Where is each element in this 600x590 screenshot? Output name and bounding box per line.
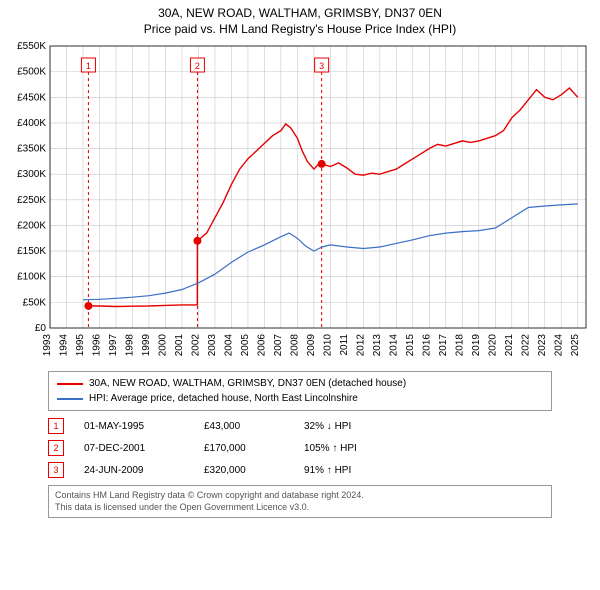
- footer-line1: Contains HM Land Registry data © Crown c…: [55, 490, 545, 502]
- event-hpi-comparison: 105% ↑ HPI: [304, 443, 552, 454]
- legend-label: 30A, NEW ROAD, WALTHAM, GRIMSBY, DN37 0E…: [89, 376, 406, 391]
- svg-text:1995: 1995: [75, 334, 86, 357]
- legend-label: HPI: Average price, detached house, Nort…: [89, 391, 358, 406]
- svg-text:2004: 2004: [223, 334, 234, 357]
- svg-text:2012: 2012: [355, 334, 366, 357]
- svg-text:1: 1: [86, 61, 91, 71]
- svg-text:1993: 1993: [42, 334, 53, 357]
- svg-text:£500K: £500K: [17, 67, 46, 78]
- svg-text:2014: 2014: [388, 334, 399, 357]
- svg-text:£0: £0: [35, 323, 47, 334]
- svg-text:2017: 2017: [438, 334, 449, 357]
- svg-text:£550K: £550K: [17, 42, 46, 52]
- svg-text:2: 2: [195, 61, 200, 71]
- svg-text:2018: 2018: [454, 334, 465, 357]
- svg-text:2025: 2025: [570, 334, 581, 357]
- svg-text:1999: 1999: [141, 334, 152, 357]
- svg-text:2006: 2006: [256, 334, 267, 357]
- svg-text:£400K: £400K: [17, 118, 46, 129]
- svg-text:£250K: £250K: [17, 195, 46, 206]
- event-row: 3 24-JUN-2009 £320,000 91% ↑ HPI: [48, 459, 552, 481]
- legend-row: 30A, NEW ROAD, WALTHAM, GRIMSBY, DN37 0E…: [57, 376, 543, 391]
- svg-text:2001: 2001: [174, 334, 185, 357]
- svg-text:1997: 1997: [108, 334, 119, 357]
- events-table: 1 01-MAY-1995 £43,000 32% ↓ HPI 2 07-DEC-2001…: [48, 415, 552, 481]
- event-date: 01-MAY-1995: [84, 421, 184, 432]
- event-marker-box: 3: [48, 462, 64, 478]
- svg-text:2020: 2020: [487, 334, 498, 357]
- footer-line2: This data is licensed under the Open Gov…: [55, 502, 545, 514]
- event-marker-box: 1: [48, 418, 64, 434]
- svg-text:2019: 2019: [471, 334, 482, 357]
- svg-text:£100K: £100K: [17, 272, 46, 283]
- svg-text:2024: 2024: [553, 334, 564, 357]
- event-date: 07-DEC-2001: [84, 443, 184, 454]
- svg-text:2011: 2011: [339, 334, 350, 356]
- svg-text:1998: 1998: [124, 334, 135, 357]
- svg-text:2010: 2010: [322, 334, 333, 357]
- chart-svg: £0 £50K £100K £150K £200K £250K £300K £350K £400…: [8, 42, 592, 362]
- event-hpi-comparison: 32% ↓ HPI: [304, 421, 552, 432]
- svg-text:2009: 2009: [306, 334, 317, 357]
- svg-text:2023: 2023: [537, 334, 548, 357]
- svg-text:£50K: £50K: [23, 297, 47, 308]
- svg-text:2016: 2016: [421, 334, 432, 357]
- svg-text:2021: 2021: [504, 334, 515, 357]
- chart-title-address: 30A, NEW ROAD, WALTHAM, GRIMSBY, DN37 0E…: [8, 6, 592, 20]
- svg-text:2008: 2008: [289, 334, 300, 357]
- svg-text:2002: 2002: [190, 334, 201, 357]
- svg-text:2015: 2015: [405, 334, 416, 357]
- svg-text:£200K: £200K: [17, 220, 46, 231]
- svg-text:2007: 2007: [273, 334, 284, 357]
- event-date: 24-JUN-2009: [84, 465, 184, 476]
- svg-text:2022: 2022: [520, 334, 531, 357]
- svg-text:£300K: £300K: [17, 169, 46, 180]
- event-marker-box: 2: [48, 440, 64, 456]
- chart: £0 £50K £100K £150K £200K £250K £300K £350K £400…: [8, 42, 592, 365]
- legend-swatch: [57, 383, 83, 385]
- chart-title-desc: Price paid vs. HM Land Registry's House …: [8, 22, 592, 36]
- svg-text:1994: 1994: [58, 334, 69, 357]
- legend: 30A, NEW ROAD, WALTHAM, GRIMSBY, DN37 0E…: [48, 371, 552, 411]
- svg-text:£150K: £150K: [17, 246, 46, 257]
- svg-text:1996: 1996: [91, 334, 102, 357]
- legend-row: HPI: Average price, detached house, Nort…: [57, 391, 543, 406]
- event-price: £170,000: [204, 443, 284, 454]
- svg-text:2005: 2005: [240, 334, 251, 357]
- svg-text:2003: 2003: [207, 334, 218, 357]
- event-row: 1 01-MAY-1995 £43,000 32% ↓ HPI: [48, 415, 552, 437]
- svg-text:£450K: £450K: [17, 92, 46, 103]
- event-price: £43,000: [204, 421, 284, 432]
- svg-text:2013: 2013: [372, 334, 383, 357]
- event-hpi-comparison: 91% ↑ HPI: [304, 465, 552, 476]
- legend-swatch: [57, 398, 83, 400]
- event-price: £320,000: [204, 465, 284, 476]
- footer-attribution: Contains HM Land Registry data © Crown c…: [48, 485, 552, 518]
- event-row: 2 07-DEC-2001 £170,000 105% ↑ HPI: [48, 437, 552, 459]
- svg-text:3: 3: [319, 61, 324, 71]
- svg-text:2000: 2000: [157, 334, 168, 357]
- svg-text:£350K: £350K: [17, 144, 46, 155]
